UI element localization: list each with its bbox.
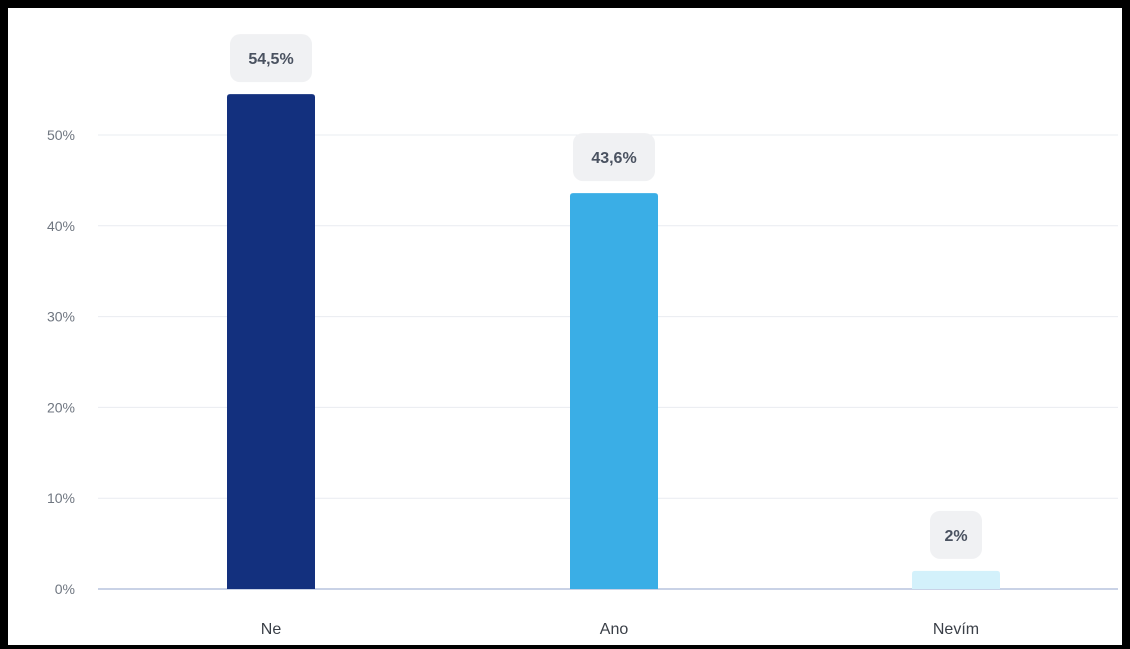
y-tick-label: 0% [55, 581, 75, 597]
data-label-text: 54,5% [248, 51, 293, 68]
y-tick-label: 50% [47, 127, 75, 143]
category-label-ano: Ano [600, 621, 629, 638]
bar-ne[interactable] [227, 94, 315, 589]
bar-chart: 0% 10% 20% 30% 40% 50% 54,5% 43,6% 2% Ne Ano Neví… [47, 34, 1118, 638]
category-labels: Ne Ano Nevím [261, 621, 979, 638]
data-label-ano: 43,6% [573, 133, 655, 182]
y-tick-label: 20% [47, 399, 75, 415]
y-axis-ticks: 0% 10% 20% 30% 40% 50% [47, 127, 75, 597]
category-label-ne: Ne [261, 621, 282, 638]
data-labels: 54,5% 43,6% 2% [230, 34, 982, 559]
y-tick-label: 40% [47, 218, 75, 234]
chart-frame: 0% 10% 20% 30% 40% 50% 54,5% 43,6% 2% Ne Ano Neví… [8, 8, 1122, 645]
bars [227, 94, 1000, 589]
data-label-ne: 54,5% [230, 34, 312, 83]
data-label-nevím: 2% [930, 510, 982, 559]
data-label-pill [230, 34, 312, 83]
y-tick-label: 30% [47, 309, 75, 325]
data-label-pill [930, 510, 982, 559]
data-label-text: 43,6% [591, 150, 636, 167]
bar-ano[interactable] [570, 193, 658, 589]
data-label-pill [573, 133, 655, 182]
data-label-text: 2% [944, 528, 967, 545]
y-tick-label: 10% [47, 490, 75, 506]
category-label-nevím: Nevím [933, 621, 979, 638]
bar-nevím[interactable] [912, 570, 1000, 589]
